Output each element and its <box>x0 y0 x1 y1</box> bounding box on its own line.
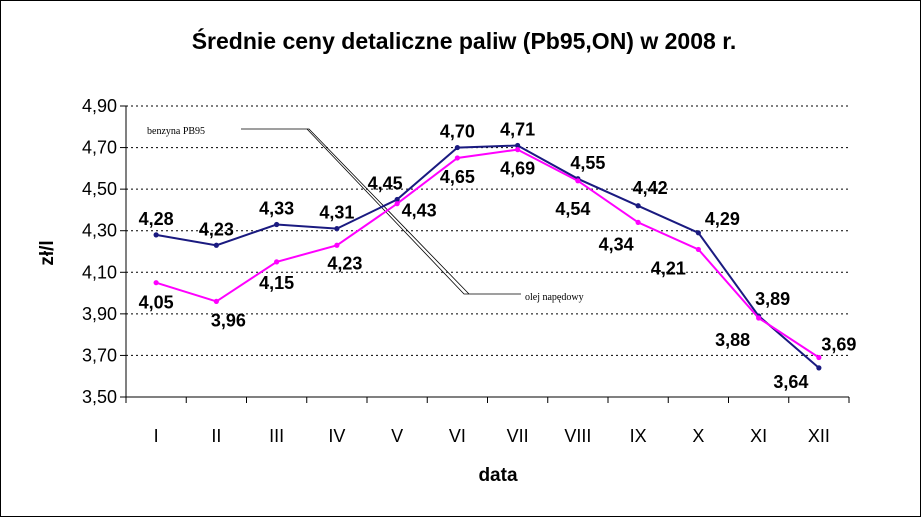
data-label: 4,15 <box>259 273 294 293</box>
chart-title: Średnie ceny detaliczne paliw (Pb95,ON) … <box>192 27 737 54</box>
x-tick-labels: I II III IV V VI VII VIII IX X XI XII <box>154 426 830 446</box>
data-label: 4,21 <box>651 258 686 278</box>
y-tick-label: 4,90 <box>82 96 117 116</box>
data-label: 4,05 <box>139 293 174 313</box>
legend-leader-olej <box>306 128 521 295</box>
data-label: 4,70 <box>440 122 475 142</box>
legend-leader-lines <box>241 128 521 295</box>
x-tick-label: XII <box>808 426 830 446</box>
data-label: 4,65 <box>440 167 475 187</box>
data-point <box>515 142 521 149</box>
data-label: 4,23 <box>327 253 362 273</box>
x-tick-label: II <box>211 426 221 446</box>
data-label: 3,89 <box>755 289 790 309</box>
x-tick-label: XI <box>750 426 767 446</box>
grid-lines <box>126 105 849 356</box>
y-tick-label: 3,50 <box>82 387 117 407</box>
x-tick-label: VII <box>507 426 529 446</box>
data-point <box>213 298 219 304</box>
x-tick-label: IX <box>630 426 647 446</box>
y-tick-label: 3,70 <box>82 345 117 365</box>
x-tick-label: VI <box>449 426 466 446</box>
data-point <box>334 226 340 232</box>
x-tick-label: X <box>692 426 704 446</box>
series-lines <box>153 142 822 371</box>
data-point <box>635 219 641 225</box>
data-label: 4,43 <box>402 201 437 221</box>
data-point <box>213 242 219 248</box>
series-line-olej <box>155 148 820 359</box>
x-tick-label: IV <box>328 426 345 446</box>
data-label: 4,23 <box>199 219 234 239</box>
data-point <box>454 144 460 151</box>
data-label: 4,42 <box>633 178 668 198</box>
data-label: 3,64 <box>773 372 808 392</box>
data-label: 4,31 <box>319 203 354 223</box>
data-point <box>454 155 460 161</box>
data-label: 4,34 <box>599 234 634 254</box>
legend-label-benzyna: benzyna PB95 <box>147 126 205 137</box>
x-axis-title: data <box>478 465 518 486</box>
data-point <box>334 242 340 248</box>
y-tick-label: 4,50 <box>82 179 117 199</box>
series-line-benzyna <box>155 144 820 369</box>
data-label: 4,28 <box>139 209 174 229</box>
y-tick-labels: 3,50 3,70 3,90 4,10 4,30 4,50 4,70 4,90 <box>82 96 117 407</box>
data-label: 4,33 <box>259 198 294 218</box>
y-tick-label: 4,10 <box>82 262 117 282</box>
y-tick-label: 4,30 <box>82 221 117 241</box>
data-point <box>153 280 159 286</box>
legend-label-olej: olej napędowy <box>525 292 584 303</box>
legend: benzyna PB95 olej napędowy <box>147 126 584 303</box>
data-label: 4,71 <box>500 119 535 139</box>
data-point <box>153 232 159 238</box>
axes <box>120 105 850 403</box>
data-label: 4,69 <box>500 159 535 179</box>
data-label: 4,54 <box>555 199 590 219</box>
data-point <box>756 315 762 321</box>
x-tick-label: V <box>391 426 403 446</box>
data-point <box>515 147 521 153</box>
data-label: 4,55 <box>570 153 605 173</box>
data-point <box>695 246 701 253</box>
y-tick-label: 4,70 <box>82 138 117 158</box>
data-label: 3,88 <box>715 330 750 350</box>
legend-leader-benzyna <box>241 128 470 295</box>
x-tick-label: I <box>154 426 159 446</box>
data-point <box>695 230 701 236</box>
y-tick-label: 3,90 <box>82 304 117 324</box>
data-labels: 4,28 4,23 4,33 4,31 4,45 4,70 4,71 4,55 4,42 4,29… <box>139 119 857 391</box>
data-point <box>575 178 581 184</box>
y-axis-title: zł/l <box>37 240 58 265</box>
data-point <box>274 259 280 265</box>
x-tick-label: VIII <box>564 426 591 446</box>
x-tick-label: III <box>269 426 284 446</box>
data-point <box>816 354 822 361</box>
data-label: 4,45 <box>368 174 403 194</box>
data-label: 3,96 <box>211 310 246 330</box>
data-point <box>635 203 641 209</box>
data-point <box>394 201 400 207</box>
data-point <box>274 221 280 228</box>
data-label: 3,69 <box>821 335 856 355</box>
data-label: 4,29 <box>705 209 740 229</box>
data-point <box>816 365 822 371</box>
data-point <box>394 196 400 203</box>
